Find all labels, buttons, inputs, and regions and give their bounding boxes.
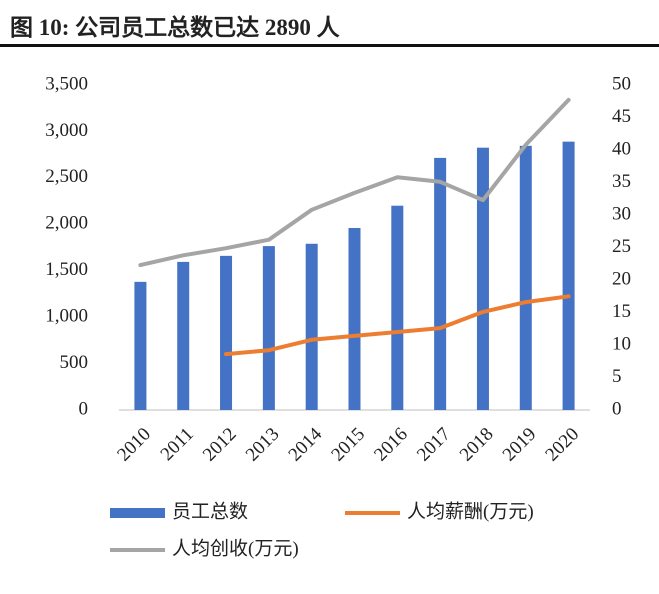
x-tick-label: 2020 bbox=[541, 424, 583, 466]
y2-tick-label: 50 bbox=[612, 73, 631, 94]
title-rule bbox=[0, 44, 659, 47]
bar bbox=[562, 141, 575, 410]
y2-tick-label: 10 bbox=[612, 333, 631, 354]
x-tick-label: 2017 bbox=[413, 424, 455, 466]
y-tick-label: 500 bbox=[60, 352, 89, 373]
x-tick-label: 2013 bbox=[242, 424, 284, 466]
chart-title: 图 10: 公司员工总数已达 2890 人 bbox=[10, 14, 341, 40]
y2-tick-label: 35 bbox=[612, 171, 631, 192]
x-tick-label: 2016 bbox=[370, 424, 412, 466]
bar bbox=[348, 228, 361, 410]
bar bbox=[305, 243, 318, 410]
legend-label: 人均薪酬(万元) bbox=[407, 500, 534, 522]
bar bbox=[391, 205, 404, 410]
y2-tick-label: 15 bbox=[612, 301, 631, 322]
y-tick-label: 2,500 bbox=[45, 166, 88, 187]
legend-label: 员工总数 bbox=[172, 500, 248, 522]
y2-tick-label: 5 bbox=[612, 366, 622, 387]
x-tick-label: 2019 bbox=[499, 424, 541, 466]
legend-swatch bbox=[110, 508, 165, 518]
bar bbox=[519, 145, 532, 411]
x-tick-label: 2012 bbox=[199, 424, 241, 466]
x-tick-label: 2010 bbox=[113, 424, 155, 466]
y2-tick-label: 40 bbox=[612, 138, 631, 159]
x-tick-label: 2018 bbox=[456, 424, 498, 466]
bar bbox=[134, 281, 147, 410]
y2-tick-label: 45 bbox=[612, 106, 631, 127]
legend-label: 人均创收(万元) bbox=[172, 537, 299, 559]
x-tick-label: 2015 bbox=[327, 424, 369, 466]
line bbox=[138, 97, 571, 268]
bar bbox=[177, 261, 190, 410]
bar bbox=[220, 255, 233, 410]
x-tick-label: 2011 bbox=[157, 424, 198, 465]
y-tick-label: 1,500 bbox=[45, 259, 88, 280]
y-tick-label: 3,000 bbox=[45, 120, 88, 141]
bar bbox=[262, 246, 275, 410]
bar bbox=[434, 157, 447, 410]
y2-tick-label: 30 bbox=[612, 203, 631, 224]
bar bbox=[476, 147, 489, 410]
y-tick-label: 3,500 bbox=[45, 73, 88, 94]
line bbox=[224, 294, 571, 357]
x-tick-label: 2014 bbox=[285, 423, 327, 465]
y2-tick-label: 25 bbox=[612, 236, 631, 257]
y-tick-label: 0 bbox=[79, 398, 89, 419]
y-tick-label: 1,000 bbox=[45, 306, 88, 327]
y2-tick-label: 0 bbox=[612, 398, 622, 419]
y-tick-label: 2,000 bbox=[45, 213, 88, 234]
y2-tick-label: 20 bbox=[612, 268, 631, 289]
